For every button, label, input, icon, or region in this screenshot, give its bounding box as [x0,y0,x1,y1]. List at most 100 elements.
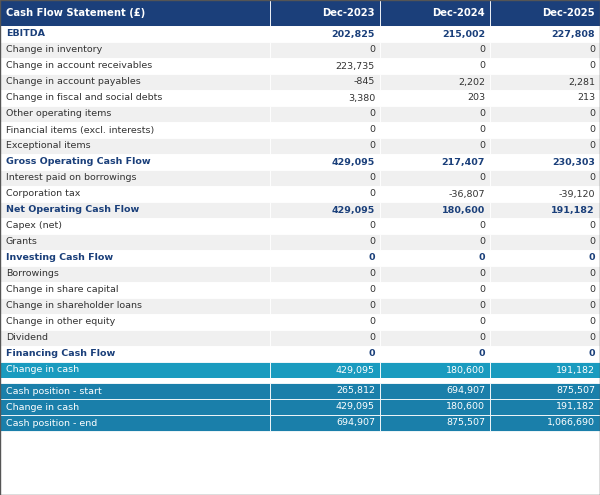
Bar [0,0,270,26]
Text: 191,182: 191,182 [556,365,595,375]
Bar [0,74,270,90]
Text: 180,600: 180,600 [446,365,485,375]
Bar [380,186,490,202]
Bar [0,170,270,186]
Text: EBITDA: EBITDA [6,30,45,39]
Text: 694,907: 694,907 [446,387,485,396]
Bar [0,106,270,122]
Text: 0: 0 [369,286,375,295]
Bar [0,26,270,42]
Text: 0: 0 [369,301,375,310]
Text: 191,182: 191,182 [551,205,595,214]
Bar [0,415,270,431]
Bar [490,314,600,330]
Bar [270,362,380,378]
Text: Cash position - end: Cash position - end [6,418,97,428]
Text: 0: 0 [369,317,375,327]
Text: 0: 0 [479,286,485,295]
Text: 2,202: 2,202 [458,78,485,87]
Bar [380,399,490,415]
Text: 0: 0 [589,109,595,118]
Text: 191,182: 191,182 [556,402,595,411]
Bar [270,154,380,170]
Bar [490,90,600,106]
Text: 0: 0 [479,238,485,247]
Bar [380,383,490,399]
Bar [380,106,490,122]
Text: Cash Flow Statement (£): Cash Flow Statement (£) [6,8,145,18]
Text: 0: 0 [479,126,485,135]
Bar [270,383,380,399]
Text: 0: 0 [369,174,375,183]
Bar [270,58,380,74]
Bar [380,26,490,42]
Text: 694,907: 694,907 [336,418,375,428]
Text: Financial items (excl. interests): Financial items (excl. interests) [6,126,154,135]
Text: 0: 0 [479,142,485,150]
Text: Change in cash: Change in cash [6,365,79,375]
Text: 0: 0 [369,190,375,198]
Bar [380,298,490,314]
Bar [490,234,600,250]
Bar [270,138,380,154]
Bar [490,298,600,314]
Text: 429,095: 429,095 [336,402,375,411]
Bar [490,383,600,399]
Text: 0: 0 [369,109,375,118]
Bar [380,266,490,282]
Text: 0: 0 [589,221,595,231]
Bar [270,282,380,298]
Bar [270,415,380,431]
Text: Net Operating Cash Flow: Net Operating Cash Flow [6,205,139,214]
Text: 429,095: 429,095 [332,205,375,214]
Bar [270,186,380,202]
Text: -39,120: -39,120 [559,190,595,198]
Text: Change in inventory: Change in inventory [6,46,102,54]
Text: 0: 0 [589,269,595,279]
Bar [270,26,380,42]
Text: Dividend: Dividend [6,334,48,343]
Text: 0: 0 [368,349,375,358]
Bar [270,74,380,90]
Text: Gross Operating Cash Flow: Gross Operating Cash Flow [6,157,151,166]
Bar [0,58,270,74]
Bar [380,90,490,106]
Text: 0: 0 [589,238,595,247]
Bar [490,170,600,186]
Bar [270,346,380,362]
Bar [380,122,490,138]
Bar [380,314,490,330]
Text: 0: 0 [369,221,375,231]
Bar [270,90,380,106]
Text: Change in account receivables: Change in account receivables [6,61,152,70]
Bar [270,0,380,26]
Bar [0,399,270,415]
Bar [0,138,270,154]
Text: 429,095: 429,095 [332,157,375,166]
Text: 265,812: 265,812 [336,387,375,396]
Bar [0,266,270,282]
Text: 0: 0 [479,334,485,343]
Text: Change in cash: Change in cash [6,402,79,411]
Bar [380,202,490,218]
Bar [270,298,380,314]
Bar [0,42,270,58]
Bar [380,42,490,58]
Text: Change in share capital: Change in share capital [6,286,119,295]
Text: 223,735: 223,735 [336,61,375,70]
Bar [0,186,270,202]
Text: 180,600: 180,600 [446,402,485,411]
Bar [0,314,270,330]
Text: Exceptional items: Exceptional items [6,142,91,150]
Bar [0,234,270,250]
Text: 213: 213 [577,94,595,102]
Text: 0: 0 [589,349,595,358]
Bar [380,415,490,431]
Text: Other operating items: Other operating items [6,109,112,118]
Text: 217,407: 217,407 [442,157,485,166]
Text: Cash position - start: Cash position - start [6,387,102,396]
Bar [0,298,270,314]
Text: 0: 0 [589,46,595,54]
Text: 227,808: 227,808 [551,30,595,39]
Bar [270,122,380,138]
